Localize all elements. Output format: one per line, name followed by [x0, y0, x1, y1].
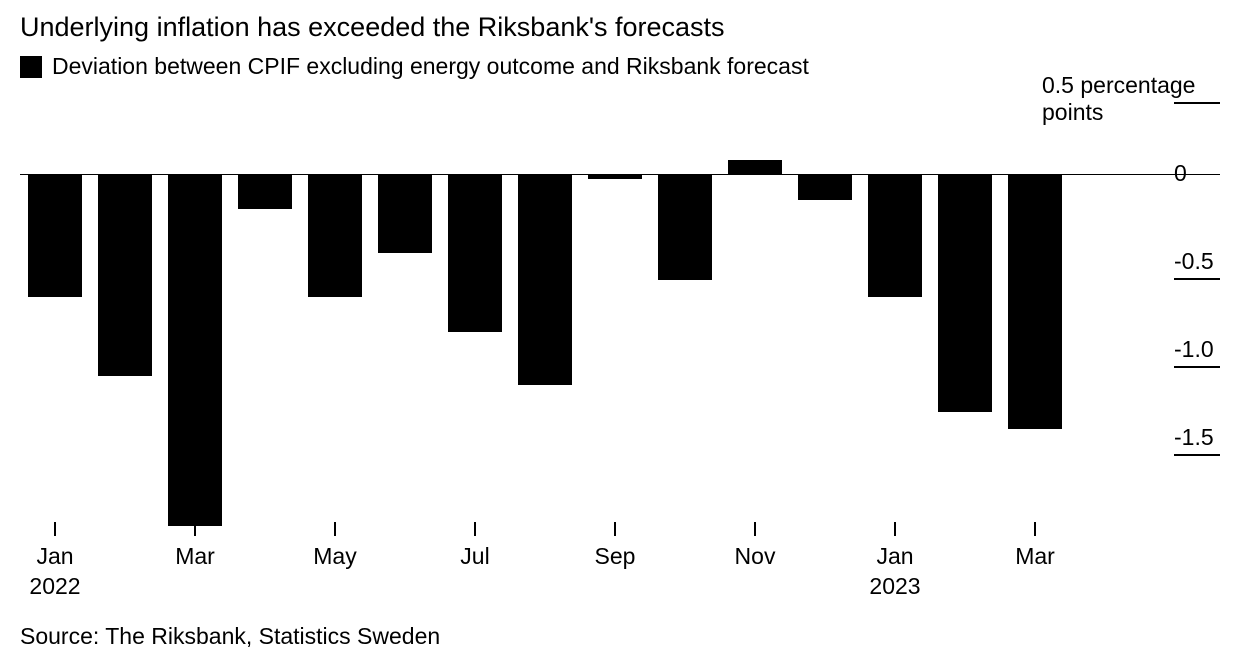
x-tick-label: Mar — [995, 542, 1075, 572]
bar — [728, 160, 783, 174]
bar — [798, 174, 853, 200]
bar — [658, 174, 713, 280]
bar — [238, 174, 293, 209]
bar — [98, 174, 153, 376]
x-tick-mark — [754, 522, 756, 536]
x-tick-mark — [474, 522, 476, 536]
x-tick-label: Jan 2022 — [15, 542, 95, 602]
x-tick-mark — [194, 522, 196, 536]
chart-plot-area: 0.5 percentage points0-0.5-1.0-1.5Jan 20… — [20, 86, 1226, 606]
chart-container: Underlying inflation has exceeded the Ri… — [0, 0, 1246, 662]
x-tick-label: Sep — [575, 542, 655, 572]
x-tick-mark — [614, 522, 616, 536]
x-tick-label: May — [295, 542, 375, 572]
x-tick-mark — [1034, 522, 1036, 536]
y-tick-line — [1174, 102, 1220, 104]
chart-title: Underlying inflation has exceeded the Ri… — [20, 12, 1226, 43]
x-tick-label: Nov — [715, 542, 795, 572]
x-tick-label: Jan 2023 — [855, 542, 935, 602]
y-tick-line — [1174, 366, 1220, 368]
y-axis-unit-label: 0.5 percentage points — [1042, 72, 1226, 126]
y-tick-line — [1174, 454, 1220, 456]
x-tick-mark — [894, 522, 896, 536]
y-tick-label: -1.5 — [1174, 424, 1214, 451]
legend-label: Deviation between CPIF excluding energy … — [52, 53, 809, 80]
bar — [378, 174, 433, 253]
bar — [868, 174, 923, 297]
bar — [588, 174, 643, 179]
x-tick-label: Mar — [155, 542, 235, 572]
bar — [518, 174, 573, 385]
source-text: Source: The Riksbank, Statistics Sweden — [20, 623, 440, 650]
x-tick-label: Jul — [435, 542, 515, 572]
bar — [308, 174, 363, 297]
y-tick-label: -1.0 — [1174, 336, 1214, 363]
x-tick-mark — [54, 522, 56, 536]
legend-swatch — [20, 56, 42, 78]
y-tick-label: 0 — [1174, 160, 1187, 187]
bar — [938, 174, 993, 412]
bar — [448, 174, 503, 332]
bar — [28, 174, 83, 297]
y-tick-line — [1174, 278, 1220, 280]
bar — [168, 174, 223, 526]
bar — [1008, 174, 1063, 429]
x-tick-mark — [334, 522, 336, 536]
y-tick-label: -0.5 — [1174, 248, 1214, 275]
